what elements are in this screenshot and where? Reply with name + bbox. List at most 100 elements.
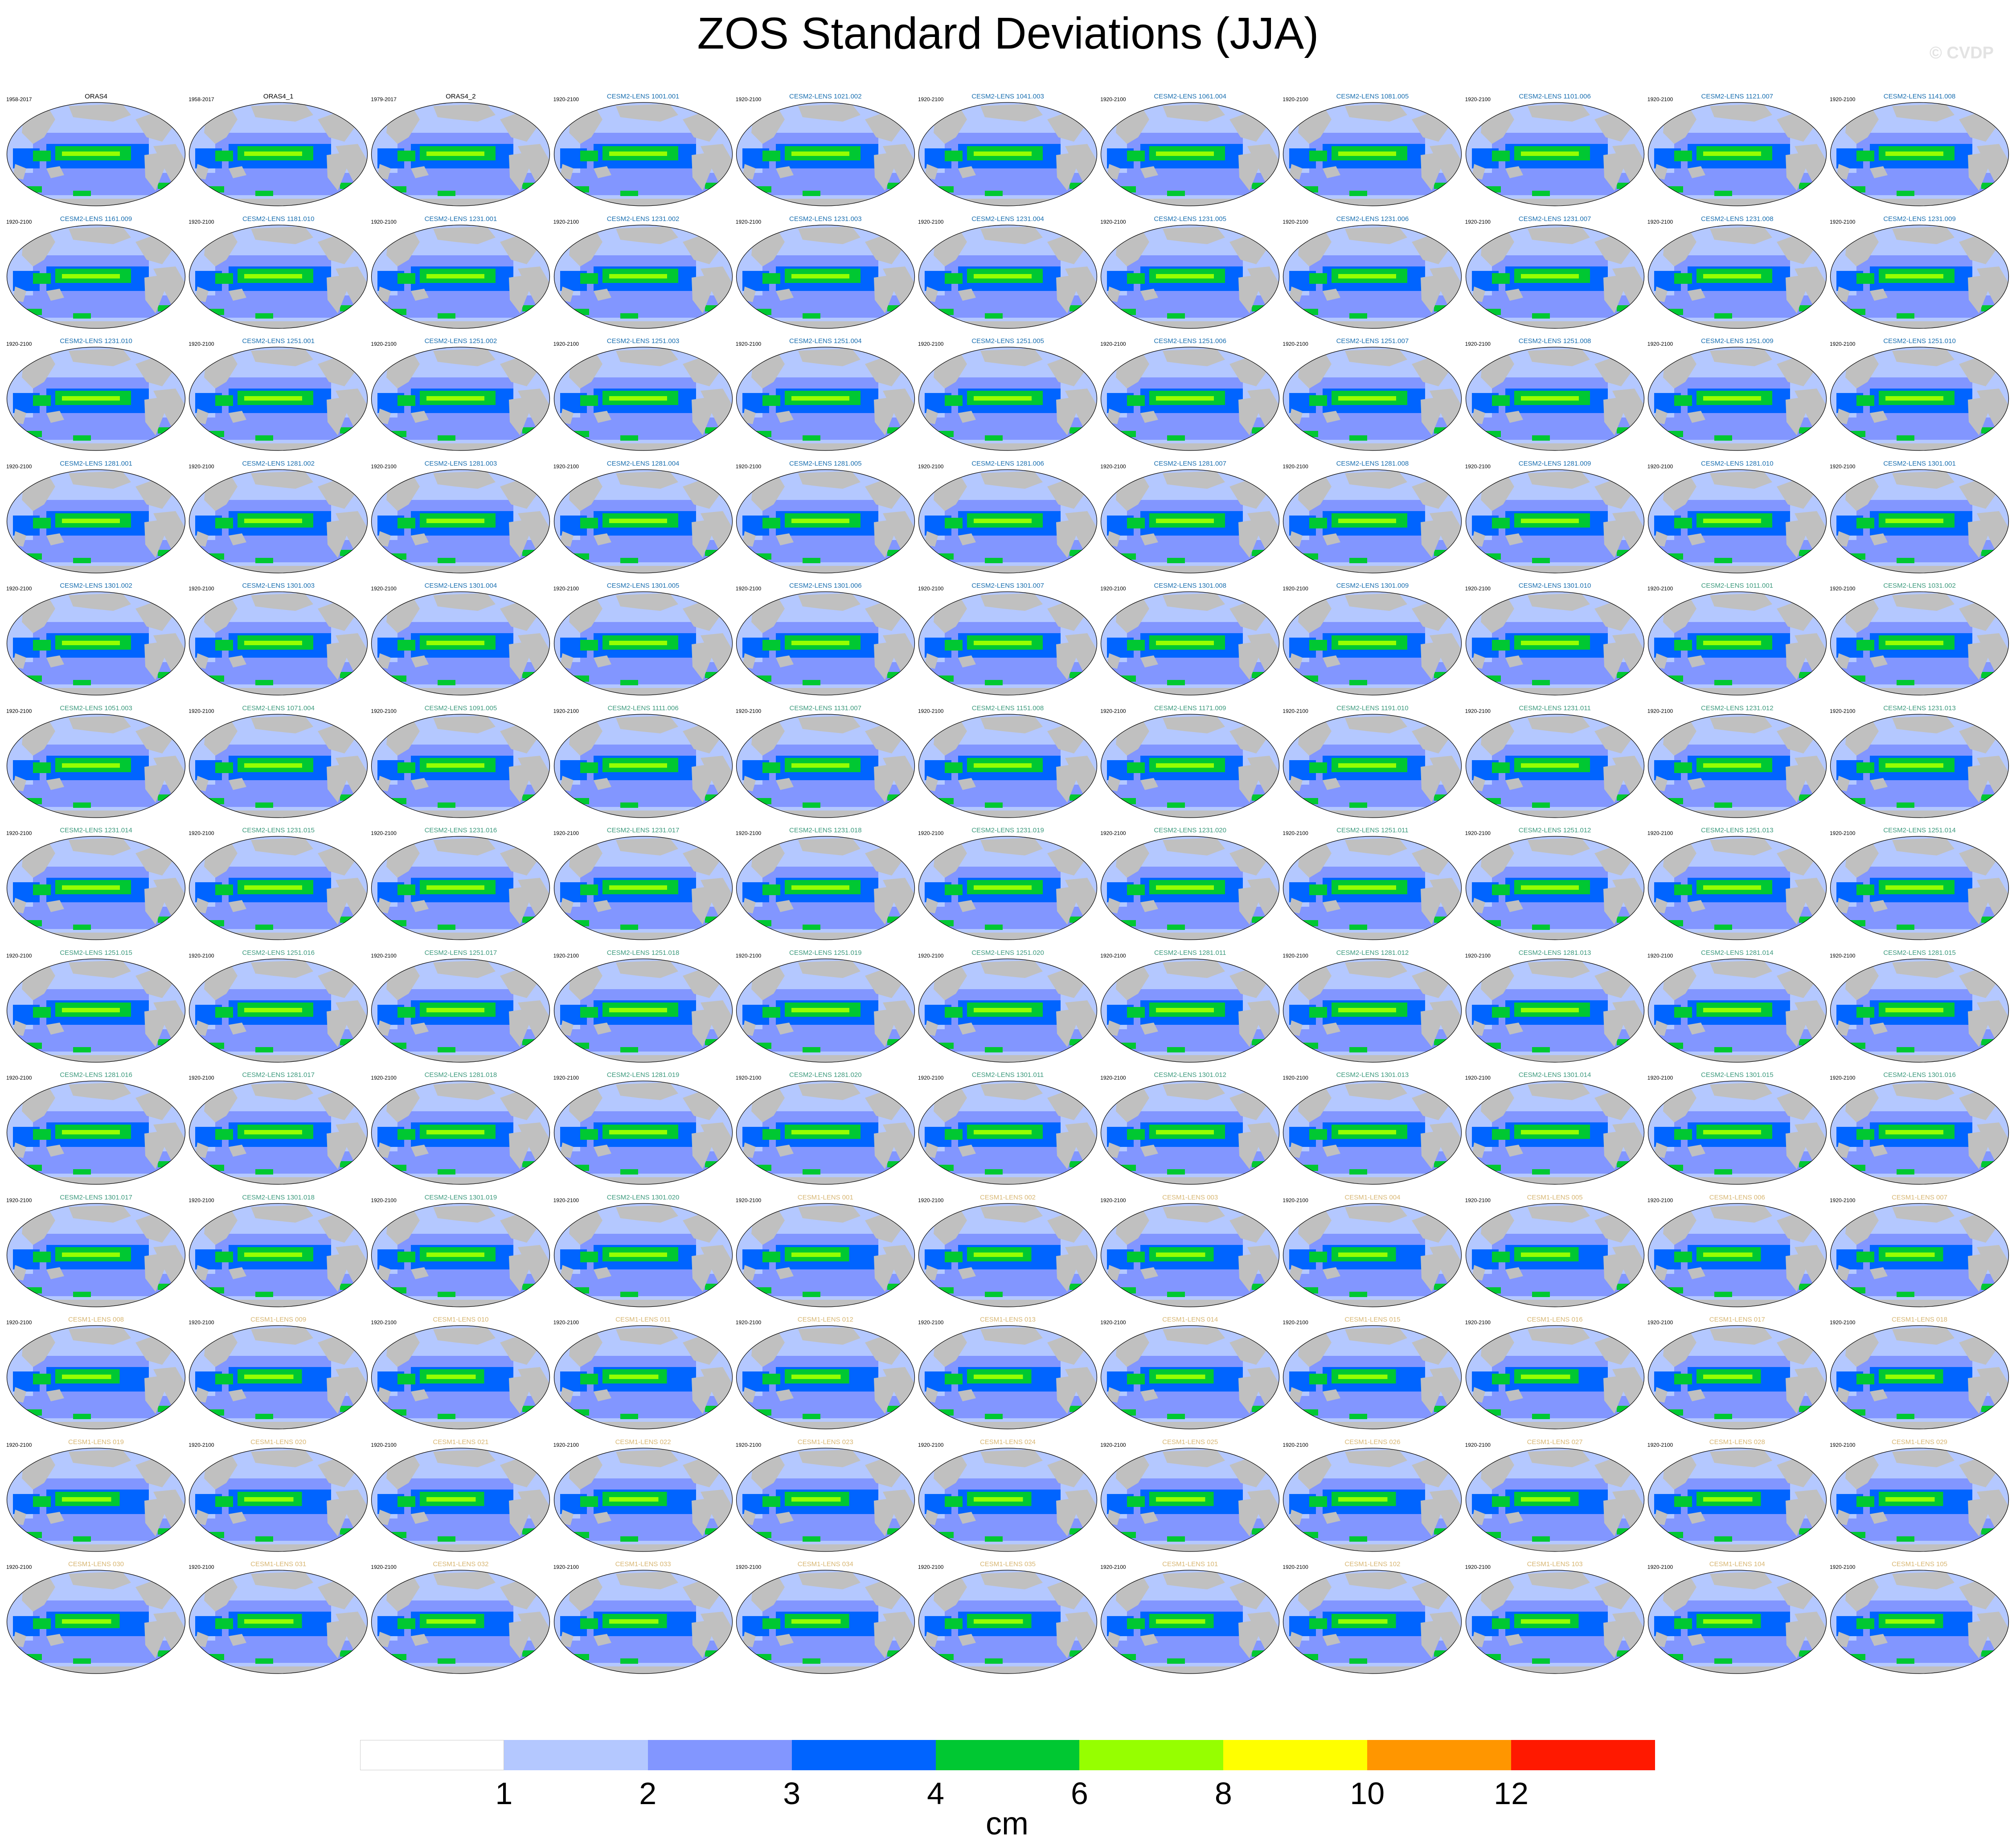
map-panel [188,1447,368,1552]
panel-title: CESM2-LENS 1231.009 [1883,215,1956,223]
panel-title: CESM2-LENS 1091.005 [424,704,497,712]
panel-period-label: 1920-2100 [918,830,944,836]
map-panel [553,102,733,207]
map-panel [1465,1325,1645,1430]
map-panel [1100,1080,1280,1185]
map-panel [1647,1569,1827,1674]
panel-title: CESM2-LENS 1301.008 [1154,582,1226,589]
panel-title: CESM2-LENS 1231.015 [242,827,315,834]
panel-title: CESM2-LENS 1121.007 [1701,93,1774,100]
map-panel [1283,1325,1462,1430]
map-panel [6,469,186,574]
map-panel [188,713,368,819]
panel-period-label: 1920-2100 [6,952,32,959]
panel-period-label: 1920-2100 [1647,830,1673,836]
panel-period-label: 1920-2100 [553,1075,579,1081]
panel-period-label: 1920-2100 [1100,1197,1126,1203]
panel-title: CESM2-LENS 1301.006 [789,582,862,589]
panel-title: CESM2-LENS 1281.007 [1154,459,1226,467]
panel-period-label: 1920-2100 [371,463,397,470]
map-panel [1830,1080,2009,1185]
map-panel [553,1203,733,1308]
map-panel [918,835,1098,941]
panel-period-label: 1920-2100 [1100,952,1126,959]
panel-period-label: 1920-2100 [1465,1441,1491,1448]
panel-title: CESM2-LENS 1281.003 [424,459,497,467]
map-panel [553,958,733,1063]
map-panel [1465,469,1645,574]
panel-period-label: 1920-2100 [188,830,214,836]
panel-title: CESM2-LENS 1281.008 [1336,459,1409,467]
panel-period-label: 1920-2100 [6,1441,32,1448]
panel-period-label: 1920-2100 [371,218,397,225]
panel-period-label: 1920-2100 [1647,1075,1673,1081]
panel-title: CESM1-LENS 014 [1162,1316,1218,1323]
panel-title: CESM2-LENS 1301.014 [1518,1071,1591,1079]
panel-period-label: 1920-2100 [553,1319,579,1326]
map-panel [1830,1569,2009,1674]
map-panel [6,224,186,329]
panel-title: CESM2-LENS 1231.003 [789,215,862,223]
panel-period-label: 1920-2100 [1647,1564,1673,1570]
panel-period-label: 1920-2100 [1647,1197,1673,1203]
panel-period-label: 1920-2100 [1283,952,1308,959]
copyright-label: © CVDP [1929,44,1994,62]
panel-period-label: 1920-2100 [1283,1197,1308,1203]
panel-period-label: 1920-2100 [188,1441,214,1448]
panel-title: CESM2-LENS 1281.019 [606,1071,680,1079]
colorbar-tick-label: 1 [495,1776,513,1811]
panel-period-label: 1920-2100 [1830,1197,1856,1203]
map-panel [918,224,1098,329]
panel-title: CESM1-LENS 101 [1162,1560,1218,1568]
map-panel [918,1325,1098,1430]
map-panel [6,591,186,696]
map-panel [1830,102,2009,207]
panel-title: CESM1-LENS 007 [1891,1193,1948,1201]
panel-title: CESM2-LENS 1301.017 [60,1193,132,1201]
map-panel [1647,1447,1827,1552]
panel-title: CESM2-LENS 1231.002 [606,215,680,223]
panel-period-label: 1920-2100 [371,708,397,714]
map-panel [918,958,1098,1063]
panel-title: CESM2-LENS 1301.015 [1701,1071,1774,1079]
panel-title: CESM2-LENS 1281.012 [1336,949,1409,957]
panel-period-label: 1920-2100 [1465,1075,1491,1081]
colorbar-tick-label: 4 [927,1776,945,1811]
panel-period-label: 1920-2100 [1647,341,1673,347]
panel-title: CESM2-LENS 1061.004 [1154,93,1226,100]
map-panel [371,1080,550,1185]
map-panel [736,346,915,451]
panel-period-label: 1920-2100 [6,708,32,714]
map-panel [6,713,186,819]
map-panel [188,1080,368,1185]
map-panel [1283,346,1462,451]
map-panel [188,346,368,451]
map-panel [6,1080,186,1185]
panel-period-label: 1920-2100 [6,1319,32,1326]
map-panel [6,835,186,941]
panel-period-label: 1920-2100 [1830,830,1856,836]
panel-period-label: 1920-2100 [1647,708,1673,714]
panel-period-label: 1920-2100 [553,1441,579,1448]
panel-period-label: 1920-2100 [188,708,214,714]
panel-title: CESM2-LENS 1251.019 [789,949,862,957]
map-panel [188,1569,368,1674]
panel-period-label: 1920-2100 [1283,1441,1308,1448]
panel-period-label: 1920-2100 [1100,1319,1126,1326]
panel-title: CESM2-LENS 1301.009 [1336,582,1409,589]
panel-title: CESM2-LENS 1301.016 [1883,1071,1956,1079]
panel-title: CESM2-LENS 1231.014 [60,827,132,834]
panel-title: CESM2-LENS 1251.013 [1701,827,1774,834]
map-panel [918,1569,1098,1674]
panel-title: CESM2-LENS 1281.009 [1518,459,1591,467]
panel-title: CESM2-LENS 1231.020 [1154,827,1226,834]
map-panel [553,1325,733,1430]
panel-title: CESM1-LENS 031 [250,1560,307,1568]
panel-period-label: 1920-2100 [188,341,214,347]
map-panel [553,1080,733,1185]
map-panel [1100,346,1280,451]
panel-title: CESM2-LENS 1251.001 [242,337,315,345]
panel-title: CESM1-LENS 034 [797,1560,853,1568]
panel-title: CESM1-LENS 104 [1709,1560,1765,1568]
map-panel [1465,591,1645,696]
